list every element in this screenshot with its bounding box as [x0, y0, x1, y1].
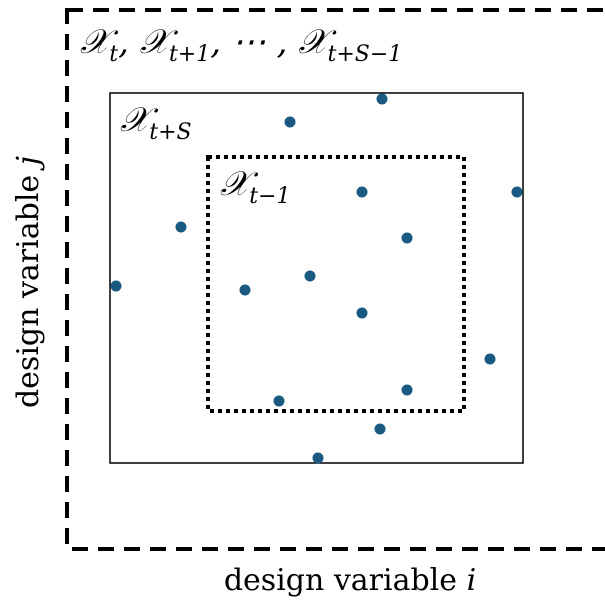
inner-region-dotted	[206, 155, 466, 413]
outer-region-dashed	[65, 8, 605, 551]
sample-point	[484, 353, 496, 365]
x-axis-label: design variable i	[224, 563, 476, 598]
sample-point	[312, 452, 324, 464]
sample-point	[273, 395, 285, 407]
sample-point	[401, 232, 413, 244]
sample-point	[374, 423, 386, 435]
sample-point	[376, 93, 388, 105]
sample-point	[284, 116, 296, 128]
sample-point	[239, 284, 251, 296]
middle-region-label: 𝒳t+S	[120, 100, 192, 145]
y-axis-label: design variable j	[11, 156, 46, 408]
sample-point	[511, 186, 523, 198]
middle-region-solid	[109, 92, 524, 464]
sample-point	[110, 280, 122, 292]
sample-point	[356, 186, 368, 198]
inner-region-label: 𝒳t−1	[220, 164, 291, 209]
sample-point	[175, 221, 187, 233]
sample-point	[356, 307, 368, 319]
sample-point	[401, 384, 413, 396]
sample-points	[110, 93, 523, 464]
outer-region-label: 𝒳t, 𝒳t+1, ⋯ , 𝒳t+S−1	[80, 22, 402, 67]
sample-point	[304, 270, 316, 282]
